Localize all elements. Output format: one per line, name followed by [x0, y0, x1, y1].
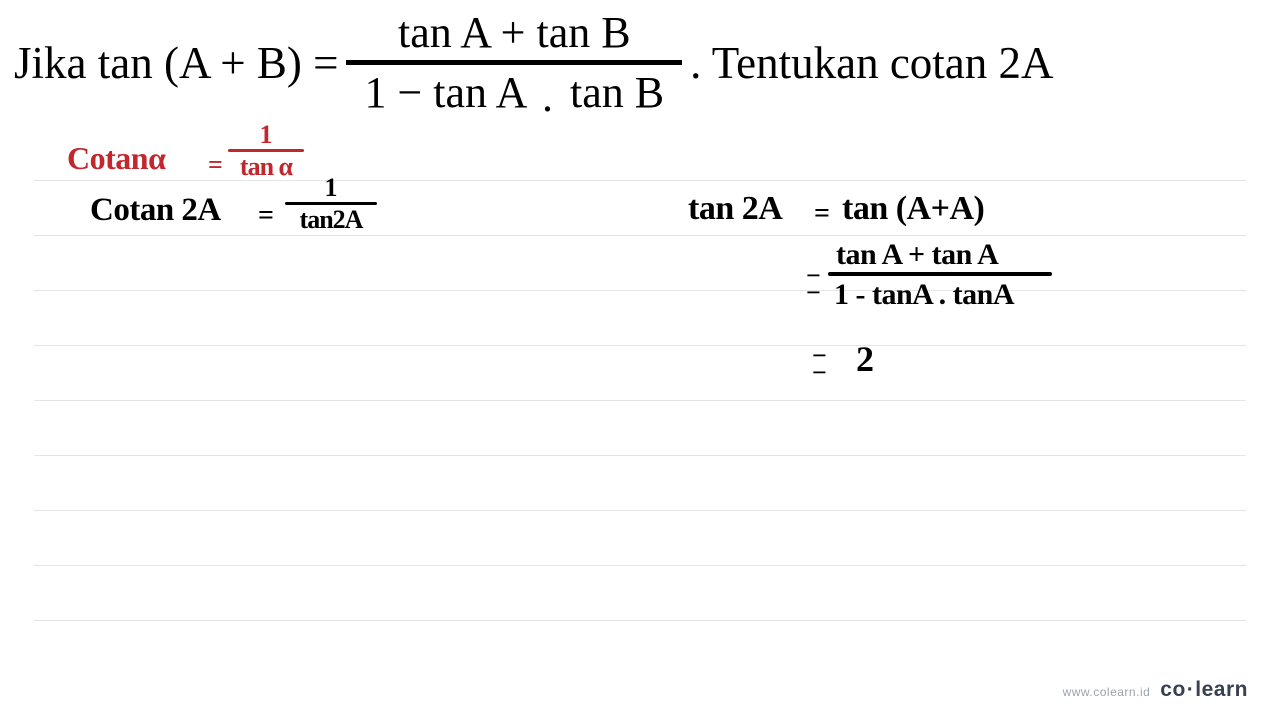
problem-statement: Jika tan (A + B) = tan A + tan B 1 − tan… [14, 5, 1266, 120]
tan2a-frac-num: tan A + tan A [828, 240, 1006, 272]
rule-line [34, 455, 1246, 456]
denominator-dot: . [536, 72, 559, 121]
cotan-2a-equals: = [258, 200, 274, 232]
cotan-2a-fraction: 1 tan2A [285, 175, 377, 233]
page-root: { "layout": { "width_px": 1280, "height_… [0, 0, 1280, 720]
tan2a-frac-den: 1 - tanA . tanA [828, 276, 1014, 310]
rule-line [34, 510, 1246, 511]
cotan-2a-label: Cotan 2A [90, 192, 221, 229]
rule-line [34, 235, 1246, 236]
denominator-post: tan B [570, 68, 664, 117]
denominator-pre: 1 − tan A [364, 68, 525, 117]
eq2-stroke-bot: − [806, 285, 821, 302]
tan2a-rhs-line1: tan (A+A) [842, 190, 984, 228]
rule-line [34, 180, 1246, 181]
red-fraction: 1 tan α [228, 122, 304, 180]
red-equals: = [208, 150, 223, 180]
tan2a-equals-1: = [814, 198, 830, 230]
rule-line [34, 565, 1246, 566]
tan2a-fraction: tan A + tan A 1 - tanA . tanA [828, 240, 1052, 310]
problem-numerator: tan A + tan B [380, 5, 649, 60]
tan2a-equals-3: − − [812, 348, 827, 382]
red-frac-num: 1 [252, 122, 281, 148]
problem-denominator: 1 − tan A . tan B [346, 65, 682, 120]
problem-lead: Jika tan (A + B) = [14, 37, 338, 89]
red-cotan-alpha-label: Cotanα [67, 140, 165, 177]
brand-dot: · [1186, 678, 1196, 701]
brand-learn: learn [1195, 678, 1248, 701]
tan2a-equals-2: − − [806, 268, 821, 302]
rule-line [34, 345, 1246, 346]
footer-brand: co·learn [1160, 678, 1248, 702]
cotan-2a-num: 1 [317, 175, 346, 201]
footer-url: www.colearn.id [1063, 685, 1151, 699]
problem-fraction: tan A + tan B 1 − tan A . tan B [346, 5, 682, 120]
rule-line [34, 290, 1246, 291]
eq3-stroke-bot: − [812, 365, 827, 382]
tan2a-lhs: tan 2A [688, 190, 782, 228]
footer: www.colearn.id co·learn [1063, 678, 1248, 702]
tan2a-partial-result: 2 [856, 338, 874, 380]
brand-co: co [1160, 678, 1186, 701]
rule-line [34, 620, 1246, 621]
cotan-2a-den: tan2A [300, 207, 363, 233]
problem-trail: . Tentukan cotan 2A [690, 37, 1053, 89]
rule-line [34, 400, 1246, 401]
